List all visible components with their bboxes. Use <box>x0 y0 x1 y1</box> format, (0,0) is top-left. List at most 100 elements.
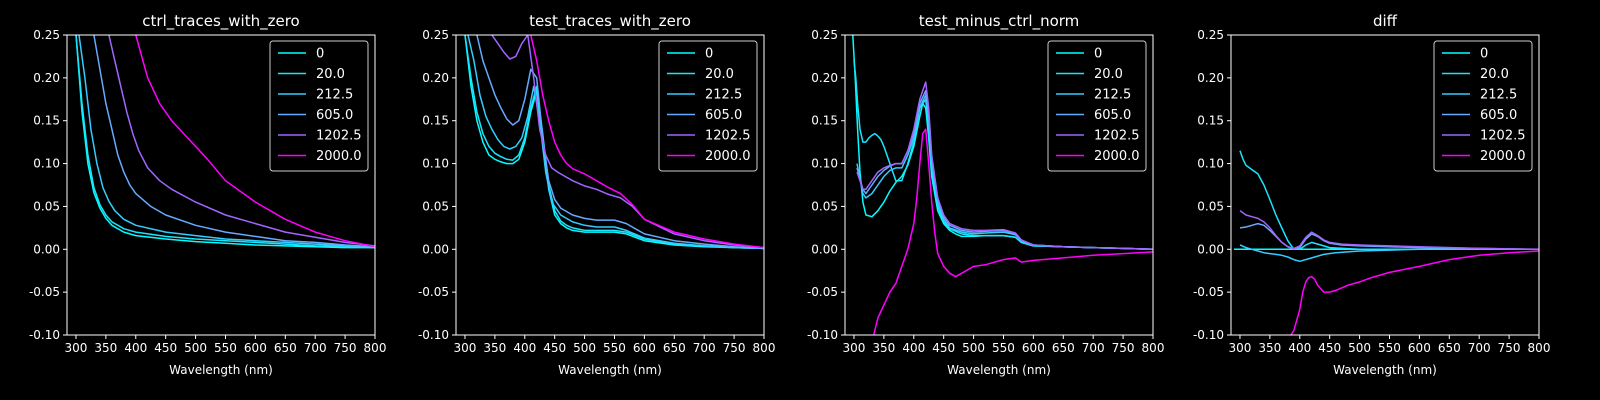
x-tick-label: 350 <box>872 341 895 355</box>
x-axis-label: Wavelength (nm) <box>947 363 1051 377</box>
y-tick-label: 0.20 <box>33 71 60 85</box>
legend-entry: 2000.0 <box>316 149 362 164</box>
x-axis-label: Wavelength (nm) <box>169 363 273 377</box>
x-tick-label: 600 <box>244 341 267 355</box>
chart-title: ctrl_traces_with_zero <box>142 12 299 31</box>
x-axis-label: Wavelength (nm) <box>558 363 662 377</box>
legend-entry: 605.0 <box>1480 108 1517 123</box>
legend-entry: 20.0 <box>705 67 734 82</box>
series-line <box>1239 222 1539 251</box>
legend-entry: 0 <box>1094 47 1102 62</box>
x-tick-label: 550 <box>1378 341 1401 355</box>
series-line <box>467 35 764 250</box>
series-line <box>1239 150 1539 251</box>
x-tick-label: 400 <box>124 341 147 355</box>
x-tick-label: 800 <box>1142 341 1165 355</box>
y-tick-label: 0.25 <box>1197 28 1224 42</box>
x-tick-label: 400 <box>513 341 536 355</box>
x-tick-label: 350 <box>94 341 117 355</box>
y-tick-label: 0.20 <box>811 71 838 85</box>
x-tick-label: 550 <box>214 341 237 355</box>
y-tick-label: 0.00 <box>422 242 449 256</box>
x-tick-label: 500 <box>1348 341 1371 355</box>
y-tick-label: 0.10 <box>1197 157 1224 171</box>
x-tick-label: 750 <box>1112 341 1135 355</box>
x-tick-label: 550 <box>992 341 1015 355</box>
y-tick-label: 0.00 <box>1197 242 1224 256</box>
x-tick-label: 350 <box>483 341 506 355</box>
series-line <box>872 128 1153 335</box>
y-tick-label: 0.10 <box>811 157 838 171</box>
x-tick-label: 700 <box>1082 341 1105 355</box>
y-tick-label: -0.10 <box>1193 328 1224 342</box>
series-line <box>93 35 375 248</box>
y-tick-label: 0.05 <box>811 199 838 213</box>
x-tick-label: 450 <box>154 341 177 355</box>
legend-entry: 2000.0 <box>705 149 751 164</box>
y-tick-label: 0.15 <box>33 114 60 128</box>
x-tick-label: 500 <box>573 341 596 355</box>
x-tick-label: 600 <box>633 341 656 355</box>
y-tick-label: 0.20 <box>422 71 449 85</box>
legend-entry: 2000.0 <box>1480 149 1526 164</box>
x-tick-label: 750 <box>723 341 746 355</box>
legend-entry: 20.0 <box>1094 67 1123 82</box>
series-line <box>1290 250 1539 335</box>
legend-entry: 605.0 <box>316 108 353 123</box>
legend-entry: 605.0 <box>1094 108 1131 123</box>
x-tick-label: 400 <box>902 341 925 355</box>
series-line <box>75 35 375 249</box>
legend-entry: 0 <box>705 47 713 62</box>
x-tick-label: 550 <box>603 341 626 355</box>
series-line <box>1239 210 1539 251</box>
x-tick-label: 800 <box>364 341 387 355</box>
series-line <box>108 35 375 247</box>
x-tick-label: 800 <box>753 341 776 355</box>
series-line <box>78 35 375 248</box>
series-line <box>135 35 375 248</box>
y-tick-label: 0.25 <box>33 28 60 42</box>
legend-entry: 20.0 <box>316 67 345 82</box>
y-tick-label: 0.05 <box>422 199 449 213</box>
legend-entry: 20.0 <box>1480 67 1509 82</box>
y-tick-label: 0.15 <box>422 114 449 128</box>
series-line <box>75 35 375 249</box>
legend-entry: 1202.5 <box>1094 129 1140 144</box>
x-tick-label: 650 <box>1438 341 1461 355</box>
series-line <box>856 81 1153 251</box>
x-tick-label: 600 <box>1022 341 1045 355</box>
y-tick-label: -0.05 <box>29 285 60 299</box>
y-tick-label: -0.05 <box>807 285 838 299</box>
x-tick-label: 450 <box>932 341 955 355</box>
x-tick-label: 300 <box>454 341 477 355</box>
legend-entry: 0 <box>316 47 324 62</box>
y-tick-label: 0.10 <box>422 157 449 171</box>
x-tick-label: 500 <box>962 341 985 355</box>
legend-entry: 0 <box>1480 47 1488 62</box>
y-tick-label: 0.10 <box>33 157 60 171</box>
y-tick-label: 0.00 <box>811 242 838 256</box>
y-tick-label: -0.05 <box>418 285 449 299</box>
legend-entry: 2000.0 <box>1094 149 1140 164</box>
x-tick-label: 700 <box>1468 341 1491 355</box>
x-tick-label: 450 <box>543 341 566 355</box>
legend-entry: 212.5 <box>1094 88 1131 103</box>
chart-title: test_traces_with_zero <box>529 12 691 31</box>
legend-entry: 212.5 <box>316 88 353 103</box>
x-tick-label: 350 <box>1258 341 1281 355</box>
chart-title: diff <box>1373 12 1398 30</box>
x-tick-label: 650 <box>1052 341 1075 355</box>
legend-entry: 605.0 <box>705 108 742 123</box>
y-tick-label: 0.25 <box>422 28 449 42</box>
x-tick-label: 700 <box>693 341 716 355</box>
x-tick-label: 600 <box>1408 341 1431 355</box>
x-tick-label: 650 <box>663 341 686 355</box>
chart-title: test_minus_ctrl_norm <box>919 12 1080 31</box>
x-tick-label: 450 <box>1318 341 1341 355</box>
y-tick-label: 0.05 <box>1197 199 1224 213</box>
y-tick-label: -0.10 <box>807 328 838 342</box>
y-tick-label: 0.15 <box>811 114 838 128</box>
plot-frame <box>66 34 376 336</box>
y-tick-label: 0.00 <box>33 242 60 256</box>
